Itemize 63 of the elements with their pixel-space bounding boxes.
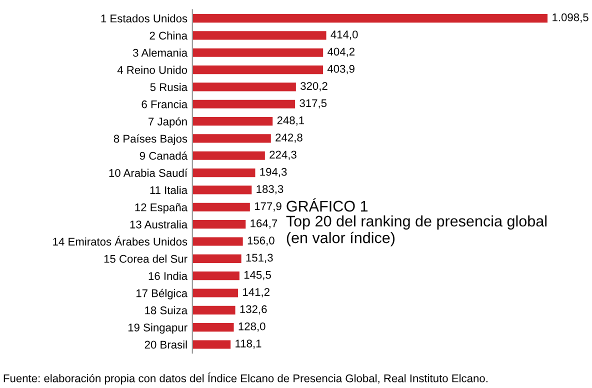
data-label: 118,1 — [236, 340, 262, 349]
source-note: Fuente: elaboración propia con datos del Índice Elcano de Presencia Global, Real Instituto Elcano. — [4, 372, 488, 384]
data-label: 141,2 — [243, 288, 270, 298]
data-label: 1.098,5 — [552, 13, 588, 23]
data-label: 145,5 — [244, 271, 271, 280]
y-tick-label: 19 Singapur — [128, 323, 188, 334]
data-label: 404,2 — [328, 48, 355, 57]
bar — [192, 340, 231, 349]
bar — [192, 254, 242, 263]
bar — [192, 272, 240, 280]
bar — [192, 66, 323, 74]
y-tick-label: 2 China — [150, 31, 188, 40]
data-label: 151,3 — [246, 254, 273, 263]
data-label: 224,3 — [270, 150, 296, 160]
y-tick-label: 13 Australia — [130, 220, 188, 228]
y-tick-label: 18 Suiza — [145, 306, 188, 314]
bar — [192, 306, 236, 314]
bar — [192, 48, 324, 57]
bar — [192, 237, 243, 246]
text: Top 20 del ranking de presencia global (en valor índice) — [286, 215, 547, 246]
bar — [192, 186, 252, 194]
bar — [192, 117, 273, 126]
bar — [192, 151, 265, 160]
data-label: 242,8 — [276, 134, 302, 143]
bar — [192, 288, 238, 298]
bar — [192, 14, 548, 23]
data-label: 414,0 — [330, 30, 358, 40]
y-tick-label: 17 Bélgica — [136, 288, 188, 300]
y-tick-label: 11 Italia — [150, 186, 188, 194]
data-label: 183,3 — [256, 185, 284, 194]
data-label: 320,2 — [300, 82, 328, 92]
bar — [192, 100, 296, 108]
bar — [192, 220, 246, 229]
y-tick-label: 1 Estados Unidos — [101, 14, 188, 22]
data-label: 248,1 — [277, 116, 304, 126]
y-tick-label: 3 Alemania — [132, 48, 188, 57]
y-tick-label: 12 España — [135, 203, 188, 214]
text: GRÁFICO 1 — [286, 198, 368, 212]
bar — [192, 202, 250, 212]
bar — [192, 82, 296, 92]
y-tick-label: 20 Brasil — [144, 340, 187, 349]
data-label: 156,0 — [248, 236, 274, 246]
data-label: 177,9 — [254, 202, 282, 212]
data-label: 194,3 — [260, 168, 287, 178]
y-tick-label: 5 Rusia — [150, 82, 188, 92]
y-tick-label: 9 Canadá — [140, 151, 188, 160]
y-tick-label: 8 Países Bajos — [114, 134, 188, 145]
data-label: 164,7 — [250, 219, 278, 229]
y-tick-label: 4 Reino Unido — [117, 66, 188, 74]
y-tick-label: 14 Emiratos Árabes Unidos — [53, 236, 188, 246]
bar — [192, 31, 326, 40]
y-tick-label: 7 Japón — [148, 117, 187, 128]
data-label: 128,0 — [238, 322, 266, 332]
y-tick-label: 6 Francia — [142, 100, 188, 108]
data-label: 132,6 — [240, 305, 267, 314]
bar — [192, 168, 256, 178]
y-tick-label: 15 Corea del Sur — [104, 254, 188, 263]
data-label: 403,9 — [327, 64, 354, 74]
y-tick-label: 10 Arabia Saudí — [109, 168, 188, 177]
bar — [192, 323, 234, 332]
y-tick-label: 16 India — [148, 272, 188, 280]
data-label: 317,5 — [300, 99, 327, 108]
bar — [192, 134, 271, 143]
